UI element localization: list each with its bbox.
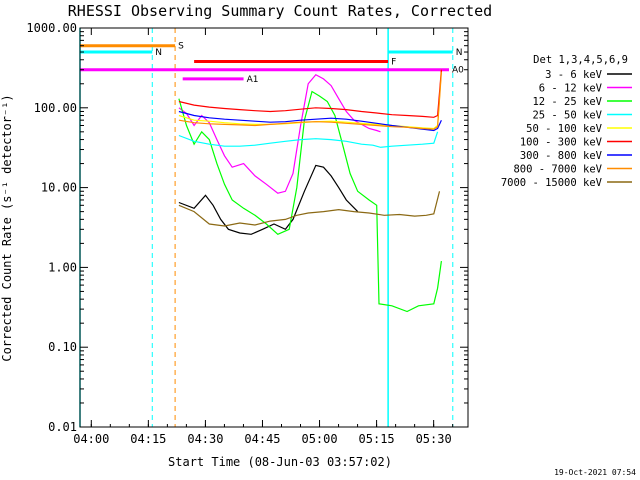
flag-label-f-4: F	[391, 58, 396, 68]
footer-timestamp: 19-Oct-2021 07:54	[554, 468, 636, 477]
y-tick-label-3: 10.00	[41, 181, 77, 195]
y-tick-label-6: 0.01	[48, 420, 77, 434]
legend-title: Det 1,3,4,5,6,9	[533, 54, 628, 66]
y-tick-label-1: 1000.00	[26, 21, 77, 35]
x-tick-label-6: 05:15	[359, 432, 395, 446]
series-line-2	[178, 73, 381, 194]
x-tick-label-3: 04:30	[187, 432, 223, 446]
y-axis-label: Corrected Count Rate (s⁻¹ detector⁻¹)	[0, 94, 14, 361]
flag-label-n-3: N	[456, 48, 463, 58]
legend-item-label-4: 25 - 50 keV	[532, 110, 602, 122]
plot-area: S N N F A0 A1	[79, 28, 464, 427]
legend-item-label-1: 3 - 6 keV	[545, 69, 603, 81]
x-axis-label: Start Time (08-Jun-03 03:57:02)	[168, 455, 392, 469]
legend-item-label-9: 7000 - 15000 keV	[501, 177, 603, 189]
y-tick-label-5: 0.10	[48, 340, 77, 354]
series-line-8	[178, 72, 442, 130]
flag-label-s-1: S	[178, 42, 184, 52]
series-line-9	[178, 191, 441, 227]
legend-item-label-2: 6 - 12 keV	[539, 83, 603, 95]
y-axis: 1000.00 100.00 10.00 1.00 0.10 0.01	[26, 21, 468, 434]
legend-item-label-3: 12 - 25 keV	[532, 96, 602, 108]
flag-label-n-2: N	[155, 48, 162, 58]
flag-label-a0-5: A0	[452, 66, 464, 76]
x-axis: 04:00 04:15 04:30 04:45 05:00 05:15 05:30	[73, 28, 454, 446]
x-tick-label-4: 04:45	[244, 432, 280, 446]
flag-label-a1-6: A1	[247, 75, 259, 85]
legend-item-label-7: 300 - 800 keV	[520, 150, 603, 162]
x-tick-label-2: 04:15	[130, 432, 166, 446]
series-line-6	[178, 69, 442, 118]
legend-item-label-6: 100 - 300 keV	[520, 137, 603, 149]
series-line-4	[178, 131, 439, 148]
plot-frame	[79, 27, 469, 428]
series-line-3	[178, 90, 442, 313]
y-tick-label-4: 1.00	[48, 260, 77, 274]
y-tick-label-2: 100.00	[34, 101, 77, 115]
x-tick-label-7: 05:30	[416, 432, 452, 446]
series-line-1	[178, 164, 359, 235]
legend-item-label-5: 50 - 100 keV	[526, 123, 603, 135]
chart-title: RHESSI Observing Summary Count Rates, Co…	[68, 2, 492, 20]
x-tick-label-1: 04:00	[73, 432, 109, 446]
x-tick-label-5: 05:00	[301, 432, 337, 446]
legend-item-label-8: 800 - 7000 keV	[513, 164, 602, 176]
